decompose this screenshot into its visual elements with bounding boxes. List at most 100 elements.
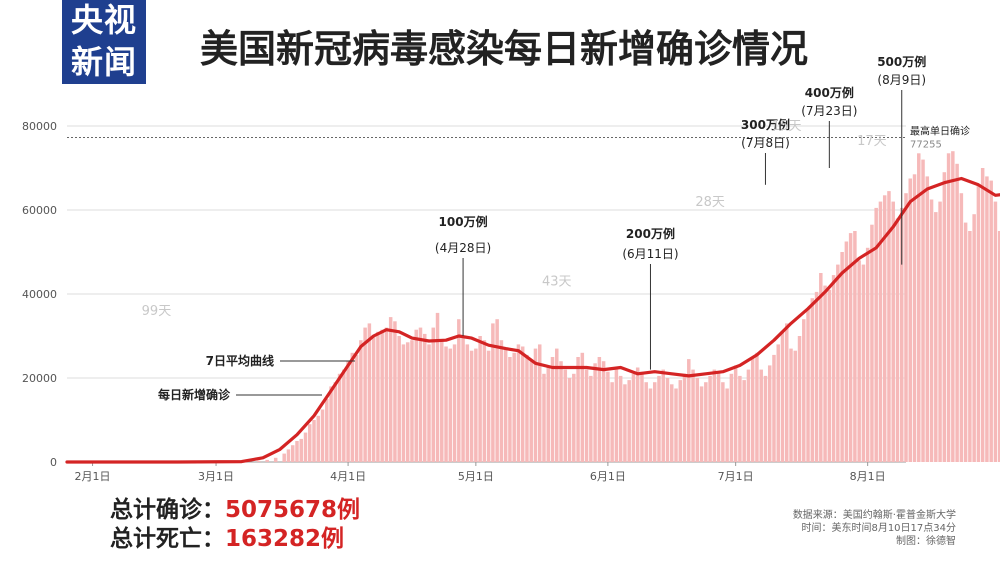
daily-bar (533, 348, 538, 462)
daily-bar (921, 159, 925, 462)
daily-bar (529, 361, 533, 462)
daily-bar (776, 344, 780, 462)
max-reference-value: 77255 (910, 140, 942, 151)
callout-date: (7月23日) (801, 104, 857, 118)
interval-label: 43天 (542, 275, 572, 290)
y-tick-label: 60000 (22, 204, 57, 217)
daily-bar (814, 291, 819, 462)
daily-bar (959, 193, 964, 462)
daily-bar (371, 336, 376, 462)
daily-bar (712, 369, 717, 462)
daily-bar (942, 172, 947, 462)
daily-bar (516, 344, 521, 462)
daily-bar (750, 357, 755, 462)
interval-label: 28天 (695, 195, 725, 210)
chart-title: 美国新冠病毒感染每日新增确诊情况 (200, 27, 809, 71)
daily-bar (951, 151, 955, 462)
x-tick-label: 6月1日 (590, 470, 626, 483)
daily-bar (478, 336, 482, 462)
daily-bar (580, 352, 585, 462)
daily-bar (461, 336, 465, 462)
daily-bar (789, 348, 793, 462)
daily-bar (755, 352, 759, 462)
daily-bar (576, 357, 580, 462)
daily-bar (938, 201, 942, 462)
daily-bar (589, 375, 593, 462)
daily-bar (925, 176, 930, 462)
daily-bar (431, 327, 436, 462)
daily-bar (503, 348, 508, 462)
daily-bar (746, 369, 751, 462)
daily-bar (827, 289, 832, 462)
daily-bar (823, 285, 827, 462)
x-tick-label: 7月1日 (718, 470, 754, 483)
daily-bar (687, 359, 691, 462)
callout-date: (4月28日) (435, 241, 491, 255)
daily-bar (482, 340, 487, 462)
callout-label: 100万例 (439, 214, 488, 229)
y-tick-label: 80000 (22, 120, 57, 133)
daily-bar (572, 373, 576, 462)
daily-bar (367, 323, 372, 462)
daily-bar (614, 369, 619, 462)
daily-bar (444, 346, 448, 462)
daily-bar (721, 382, 725, 462)
daily-bar (976, 184, 981, 463)
source-note: 数据来源：美国约翰斯·霍普金斯大学 时间：美东时间8月10日17点34分 制图：… (793, 509, 956, 548)
daily-bar (806, 308, 810, 462)
daily-bar (652, 382, 657, 462)
daily-bar (802, 319, 806, 462)
daily-bar (584, 369, 589, 462)
daily-bar (316, 415, 321, 462)
daily-bar (870, 224, 874, 462)
daily-bar (418, 327, 423, 462)
daily-bar (844, 241, 849, 462)
brand-line-2: 新闻 (70, 43, 137, 81)
daily-bar (729, 373, 734, 462)
daily-bar (273, 457, 278, 462)
daily-bar (550, 357, 555, 462)
daily-bar (474, 348, 478, 462)
callout-date: (7月8日) (741, 136, 790, 150)
daily-bar (337, 373, 342, 462)
daily-bar (763, 375, 768, 462)
daily-bar (555, 348, 559, 462)
daily-bar (699, 386, 704, 462)
daily-bar (542, 373, 546, 462)
daily-bar (797, 336, 802, 462)
daily-bar (793, 350, 798, 462)
daily-bar (491, 323, 495, 462)
x-tick-label: 4月1日 (330, 470, 366, 483)
callout-date: (8月9日) (877, 73, 926, 87)
daily-bar (819, 273, 823, 462)
daily-bar (704, 382, 708, 462)
daily-bar (836, 264, 840, 462)
daily-bar (878, 201, 883, 462)
daily-bar (410, 340, 414, 462)
daily-bar (963, 222, 968, 462)
daily-bar (601, 361, 606, 462)
y-tick-label: 40000 (22, 288, 57, 301)
avg-line (65, 176, 1000, 464)
callout-label: 500万例 (877, 54, 926, 69)
daily-bar (934, 212, 938, 462)
daily-bar (333, 382, 338, 462)
daily-bar (457, 319, 461, 462)
daily-bar (738, 375, 742, 462)
daily-bar (325, 399, 329, 462)
daily-bar (393, 321, 397, 462)
max-reference-label: 最高单日确诊 (910, 125, 970, 138)
interval-label: 15天 (772, 119, 802, 134)
callout-date: (6月11日) (622, 247, 678, 261)
daily-bar (908, 178, 913, 462)
daily-bar (742, 380, 746, 462)
daily-bar (831, 275, 836, 462)
daily-bar (840, 252, 844, 462)
daily-bar (661, 369, 665, 462)
daily-bar (993, 201, 998, 462)
daily-bar (853, 231, 857, 462)
daily-bar (708, 375, 712, 462)
source-line-2: 时间：美东时间8月10日17点34分 (801, 523, 956, 534)
daily-bar (674, 388, 678, 462)
x-tick-label: 8月1日 (850, 470, 886, 483)
